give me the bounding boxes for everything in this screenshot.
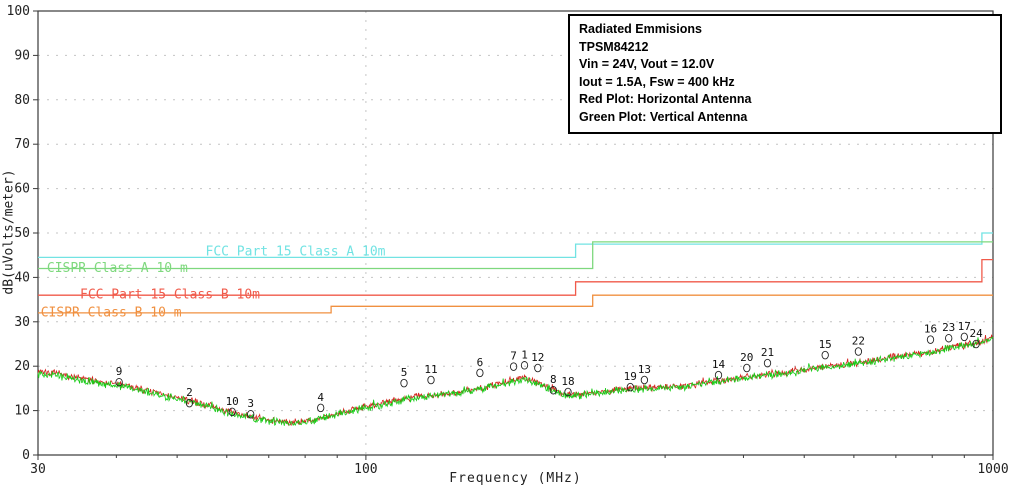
peak-marker [476,368,484,378]
y-tick-label: 0 [22,448,30,463]
x-axis-title: Frequency (MHz) [449,471,582,486]
x-tick-label: 1000 [977,462,1008,477]
annotation-green-plot: Green Plot: Vertical Antenna [579,109,748,124]
peak-marker [427,375,435,385]
y-tick-label: 100 [7,4,30,19]
peak-marker-label: 6 [477,356,484,369]
limit-line [38,241,993,270]
peak-marker-label: 10 [226,395,239,408]
peak-marker-label: 12 [531,351,544,364]
peak-marker [714,370,723,380]
peak-marker [945,333,953,343]
y-tick-label: 70 [14,137,30,152]
limit-line [38,294,993,314]
peak-marker-label: 2 [186,386,193,399]
y-tick-label: 10 [14,404,30,419]
peak-marker [763,358,772,368]
peak-marker [821,350,829,360]
limit-line-label: FCC Part 15 Class A 10m [206,245,386,260]
limit-line-label: CISPR Class A 10 m [47,261,188,276]
peak-marker [534,363,542,373]
y-tick-label: 20 [14,359,30,374]
peak-marker-label: 19 [624,370,637,383]
emission-trace [37,336,994,427]
y-tick-label: 80 [14,93,30,108]
annotation-iout-fsw: Iout = 1.5A, Fsw = 400 kHz [579,74,735,89]
annotation-part-number: TPSM84212 [579,39,649,54]
peak-marker [185,398,194,408]
y-tick-label: 90 [14,48,30,63]
peak-marker-label: 24 [969,327,983,340]
peak-marker-label: 22 [852,335,865,348]
peak-marker [854,347,863,356]
limit-line-label: FCC Part 15 Class B 10m [80,288,260,303]
peak-marker-label: 15 [819,338,832,351]
y-tick-label: 60 [14,182,30,197]
peak-marker [743,363,751,373]
annotation-red-plot: Red Plot: Horizontal Antenna [579,92,752,106]
peak-marker [926,335,935,344]
annotation-box: Radiated Emmisions TPSM84212 Vin = 24V, … [568,14,1002,134]
x-tick-label: 100 [354,462,377,477]
emission-trace [37,334,994,427]
annotation-title: Radiated Emmisions [579,22,702,36]
peak-marker [247,409,255,419]
annotation-vin-vout: Vin = 24V, Vout = 12.0V [579,57,715,71]
peak-marker [626,382,634,392]
peak-marker [115,377,123,387]
peak-marker-label: 23 [942,321,955,334]
peak-marker-label: 9 [116,365,123,378]
peak-marker [972,339,980,349]
peak-marker [228,407,236,417]
peak-marker-label: 13 [638,363,651,376]
peak-marker-label: 21 [761,346,774,359]
peak-marker-label: 18 [561,375,574,388]
limit-line-label: CISPR Class B 10 m [41,306,182,321]
peak-marker-label: 3 [247,397,254,410]
peak-marker-label: 1 [521,348,528,361]
peak-marker-label: 17 [958,320,971,333]
peak-marker [317,403,325,413]
y-axis-title: dB(uVolts/meter) [1,169,17,295]
x-tick-label: 30 [30,462,46,477]
peak-marker [960,332,968,342]
peak-marker-label: 7 [510,350,517,363]
peak-marker-label: 16 [924,323,937,336]
y-tick-label: 30 [14,315,30,330]
peak-marker [564,387,572,397]
peak-marker-label: 14 [712,358,726,371]
limit-line [38,258,993,296]
limit-line [38,232,993,259]
peak-marker-label: 5 [401,366,408,379]
peak-marker-label: 20 [740,351,753,364]
peak-marker-label: 4 [317,391,324,404]
peak-marker-label: 8 [550,373,557,386]
peak-marker [400,378,408,388]
peak-marker [520,361,529,370]
y-tick-label: 40 [14,270,30,285]
y-tick-label: 50 [14,226,30,241]
peak-marker [549,385,557,395]
peak-marker [509,362,518,371]
peak-marker [640,375,649,385]
peak-marker-label: 11 [424,363,437,376]
